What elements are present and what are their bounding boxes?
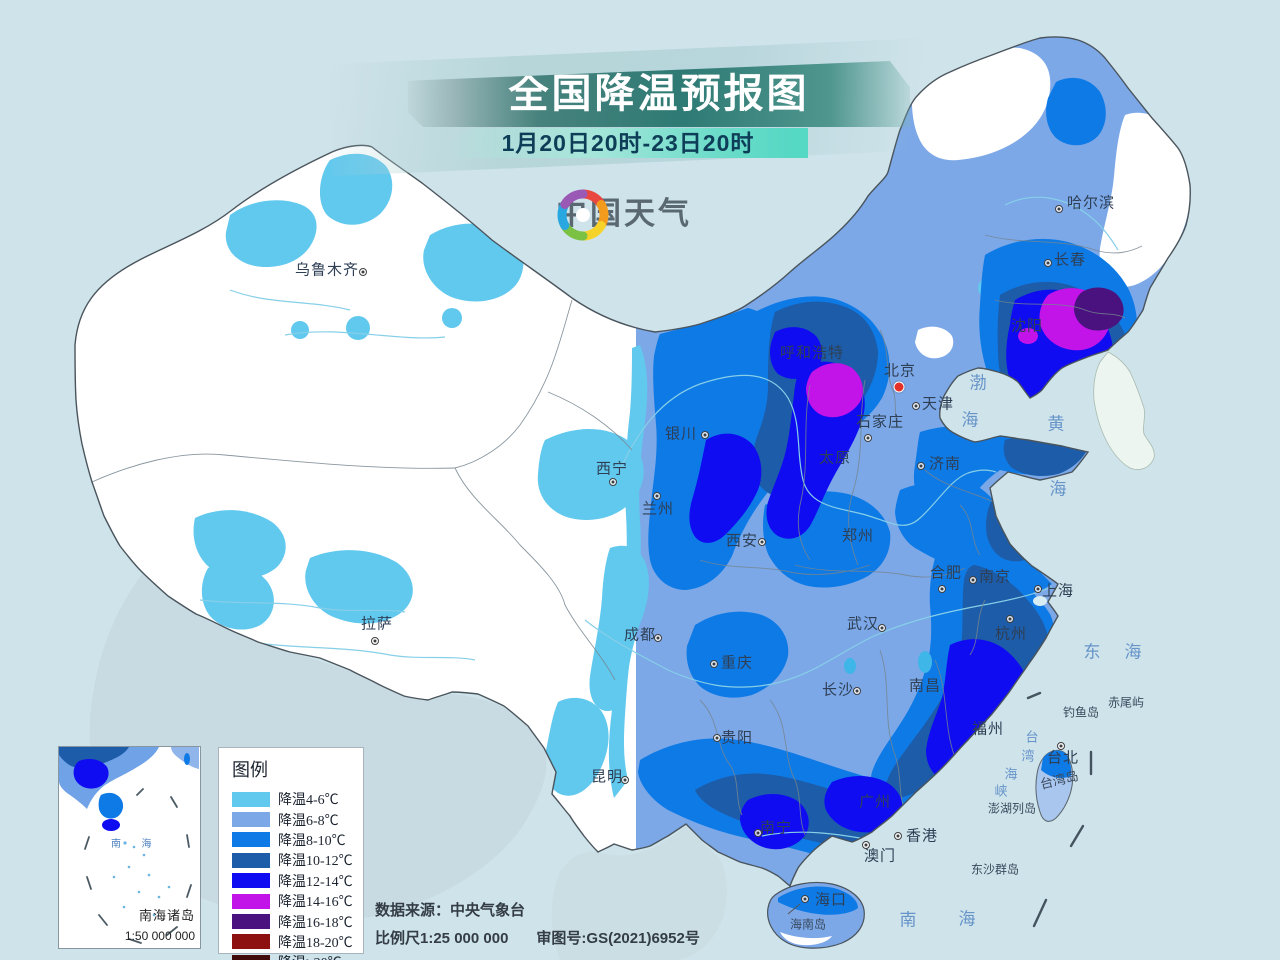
map-scale: 比例尺1:25 000 000 <box>375 930 509 947</box>
legend-label: 降温6-8℃ <box>278 813 339 829</box>
legend-swatch <box>232 873 270 889</box>
legend-swatch <box>232 934 270 950</box>
legend-title: 图例 <box>232 760 268 780</box>
legend-item: 降温16-18℃ <box>232 911 363 931</box>
legend-label: 降温12-14℃ <box>278 874 353 890</box>
pinwheel-icon <box>557 189 609 241</box>
province-borders <box>91 234 1143 836</box>
haikou-leader-line <box>787 903 801 915</box>
approval-number: 审图号:GS(2021)6952号 <box>536 930 700 947</box>
inset-sea-label: 南 海 <box>111 839 161 850</box>
china-weather-logo: 中国天气 <box>556 188 692 241</box>
legend-label: 降温10-12℃ <box>278 854 353 870</box>
legend: 图例 降温4-6℃ 降温6-8℃ 降温8-10℃ 降温10-12℃ 降温12-14℃ 降温… <box>218 747 364 960</box>
legend-label: 降温16-18℃ <box>278 915 353 931</box>
legend-label: 降温14-16℃ <box>278 895 353 911</box>
data-source: 数据来源：中央气象台 <box>375 902 526 919</box>
page-title: 全国降温预报图 <box>508 72 810 116</box>
south-china-sea-inset: 南 海 南海诸岛 1:50 000 000 <box>58 746 201 949</box>
inset-title: 南海诸岛 <box>138 908 195 923</box>
scale-and-approval: 比例尺1:25 000 000 审图号:GS(2021)6952号 <box>375 927 700 948</box>
inset-scale: 1:50 000 000 <box>124 929 195 943</box>
forecast-period: 1月20日20时-23日20时 <box>448 128 808 158</box>
legend-item: 降温12-14℃ <box>232 871 363 891</box>
legend-swatch <box>232 832 270 848</box>
taiwan-island <box>1035 749 1074 822</box>
legend-item: 降温≥20℃ <box>232 952 363 960</box>
legend-item: 降温8-10℃ <box>232 830 363 850</box>
legend-swatch <box>232 914 270 930</box>
legend-item: 降温6-8℃ <box>232 809 363 829</box>
legend-swatch <box>232 812 270 828</box>
legend-label: 降温≥20℃ <box>278 952 342 960</box>
legend-swatch <box>232 893 270 909</box>
legend-label: 降温18-20℃ <box>278 935 353 951</box>
hainan-island <box>767 881 865 949</box>
legend-swatch <box>232 954 270 960</box>
inset-map-graphic <box>59 747 199 944</box>
legend-item: 降温18-20℃ <box>232 932 363 952</box>
legend-swatch <box>232 791 270 807</box>
map-footnotes: 数据来源：中央气象台 比例尺1:25 000 000 审图号:GS(2021)69… <box>375 899 700 948</box>
dash-boundary <box>1026 691 1093 928</box>
legend-swatch <box>232 852 270 868</box>
legend-item: 降温10-12℃ <box>232 850 363 870</box>
legend-label: 降温4-6℃ <box>278 793 339 809</box>
legend-item: 降温4-6℃ <box>232 789 363 809</box>
legend-item: 降温14-16℃ <box>232 891 363 911</box>
legend-items: 降温4-6℃ 降温6-8℃ 降温8-10℃ 降温10-12℃ 降温12-14℃ 降温14-… <box>232 789 363 960</box>
legend-label: 降温8-10℃ <box>278 833 346 849</box>
